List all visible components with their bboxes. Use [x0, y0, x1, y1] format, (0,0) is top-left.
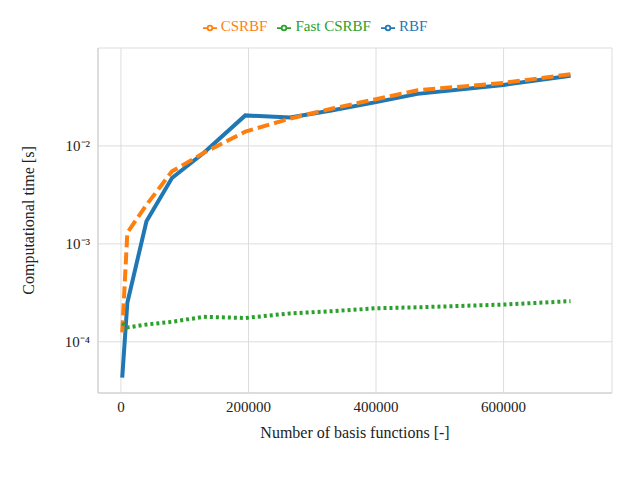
svg-text:0: 0 [117, 399, 125, 415]
svg-text:10⁻⁴: 10⁻⁴ [65, 334, 90, 350]
svg-text:10⁻³: 10⁻³ [66, 236, 91, 252]
svg-text:10⁻²: 10⁻² [66, 138, 91, 154]
svg-text:Computational time [s]: Computational time [s] [20, 146, 38, 294]
svg-text:Number of basis functions [-]: Number of basis functions [-] [260, 424, 449, 441]
html-text:RBF: RBF [398, 18, 428, 34]
svg-text:200000: 200000 [226, 399, 271, 415]
html-text:Fast CSRBF: Fast CSRBF [295, 18, 371, 34]
svg-text:600000: 600000 [481, 399, 526, 415]
html-text:CSRBF: CSRBF [220, 18, 268, 34]
svg-text:400000: 400000 [354, 399, 399, 415]
